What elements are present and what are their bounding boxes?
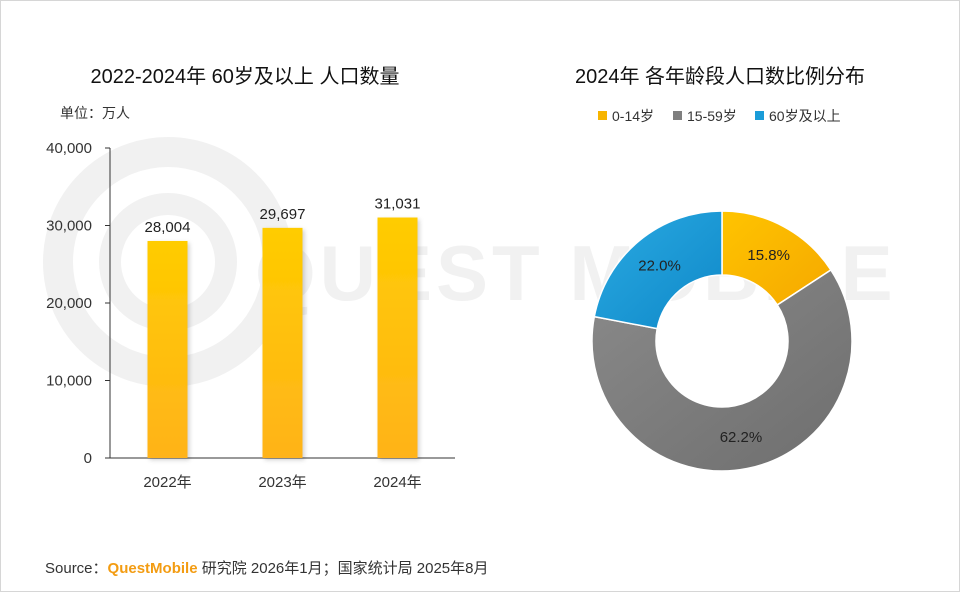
- bar-value-label: 31,031: [375, 196, 421, 213]
- donut-slice: [593, 210, 723, 330]
- bar-value-label: 29,697: [260, 206, 306, 223]
- bar: [262, 227, 303, 458]
- slice-value-label: 15.8%: [747, 247, 790, 264]
- y-tick-label: 0: [84, 450, 92, 467]
- legend-label: 60岁及以上: [769, 108, 841, 124]
- source-brand: QuestMobile: [107, 560, 198, 577]
- bar-chart-title: 2022-2024年 60岁及以上 人口数量: [90, 66, 400, 88]
- source-note: Source：QuestMobile 研究院 2026年1月；国家统计局 202…: [45, 557, 488, 578]
- y-tick-label: 10,000: [46, 373, 92, 390]
- source-rest: 研究院 2026年1月；国家统计局 2025年8月: [197, 560, 489, 577]
- legend-label: 0-14岁: [612, 108, 654, 124]
- y-tick-label: 30,000: [46, 218, 92, 235]
- x-tick-label: 2023年: [258, 474, 306, 491]
- legend-swatch: [598, 111, 607, 120]
- slice-value-label: 62.2%: [720, 429, 763, 446]
- bar-value-label: 28,004: [145, 219, 191, 236]
- unit-label: 单位：万人: [60, 105, 130, 121]
- y-tick-label: 20,000: [46, 295, 92, 312]
- x-tick-label: 2024年: [373, 474, 421, 491]
- y-tick-label: 40,000: [46, 140, 92, 157]
- legend-swatch: [755, 111, 764, 120]
- legend-swatch: [673, 111, 682, 120]
- slice-value-label: 22.0%: [638, 257, 681, 274]
- source-prefix: Source：: [45, 560, 108, 577]
- x-tick-label: 2022年: [143, 474, 191, 491]
- bar: [377, 217, 418, 458]
- bar-chart: 0 10,000 20,000 30,000 40,000 28,004 2022年 29,6…: [46, 140, 455, 491]
- bar: [147, 240, 188, 458]
- donut-chart-title: 2024年 各年龄段人口数比例分布: [574, 66, 866, 88]
- legend-label: 15-59岁: [687, 108, 737, 124]
- donut-slice: [591, 268, 853, 472]
- donut-chart: 15.8% 62.2% 22.0%: [591, 210, 853, 472]
- donut-legend: 0-14岁 15-59岁 60岁及以上: [598, 108, 841, 124]
